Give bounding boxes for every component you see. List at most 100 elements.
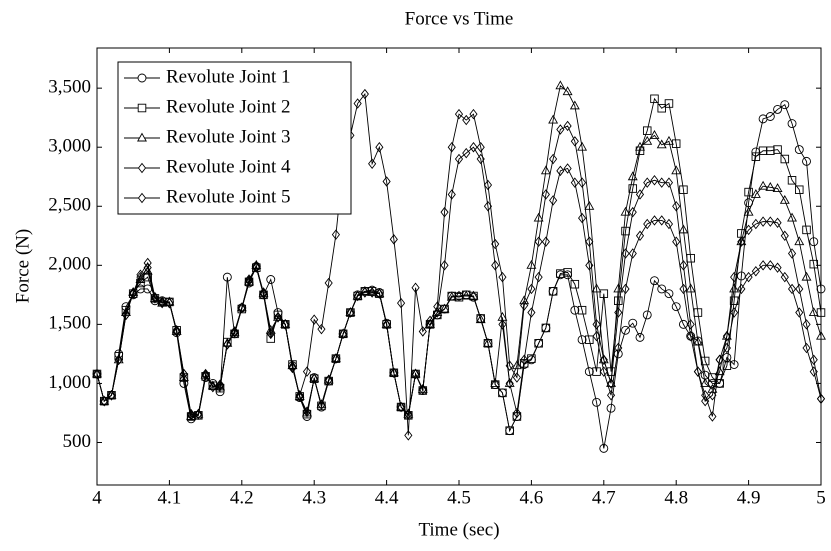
marker: [330, 353, 341, 363]
marker: [454, 290, 464, 300]
marker: [592, 319, 601, 330]
marker: [222, 272, 232, 282]
marker: [498, 319, 507, 330]
marker: [650, 94, 659, 104]
x-tick-label: 4: [92, 487, 102, 508]
marker: [223, 339, 232, 350]
marker: [259, 288, 268, 299]
marker: [736, 236, 747, 246]
marker: [613, 283, 624, 293]
marker: [794, 145, 804, 155]
marker: [107, 390, 116, 401]
marker: [541, 236, 550, 247]
marker: [527, 354, 536, 363]
marker: [686, 319, 695, 330]
marker: [556, 165, 565, 177]
marker: [744, 187, 753, 197]
marker: [540, 165, 551, 175]
marker: [801, 271, 812, 281]
marker: [577, 335, 587, 345]
marker: [635, 230, 645, 242]
legend-label: Revolute Joint 4: [166, 156, 291, 177]
marker: [621, 325, 630, 335]
marker: [534, 271, 543, 283]
marker: [404, 430, 413, 441]
marker: [772, 183, 783, 192]
marker: [692, 336, 703, 346]
marker: [137, 73, 147, 83]
marker: [787, 176, 797, 185]
marker: [563, 163, 572, 174]
marker: [302, 406, 312, 418]
marker: [635, 332, 645, 342]
marker: [650, 175, 659, 186]
marker: [671, 302, 681, 312]
marker: [462, 147, 471, 159]
marker: [158, 296, 167, 308]
marker: [317, 323, 326, 335]
marker: [237, 302, 246, 314]
marker: [751, 147, 761, 157]
marker: [577, 141, 588, 151]
marker: [316, 399, 327, 409]
marker: [721, 330, 732, 340]
marker: [614, 342, 623, 354]
marker: [158, 297, 167, 309]
marker: [802, 225, 811, 235]
marker: [679, 185, 688, 194]
y-tick-label: 1,000: [48, 372, 91, 393]
marker: [650, 215, 659, 226]
x-tick-label: 4.2: [230, 487, 254, 508]
marker: [324, 277, 333, 289]
x-tick-label: 4.1: [158, 487, 182, 508]
marker: [620, 206, 631, 216]
marker: [549, 153, 558, 165]
marker: [208, 381, 217, 393]
marker: [410, 368, 421, 378]
marker: [368, 287, 377, 298]
marker: [657, 103, 666, 113]
marker: [136, 269, 145, 281]
marker: [562, 86, 573, 96]
marker: [614, 307, 623, 318]
marker: [468, 290, 479, 300]
marker: [114, 354, 123, 366]
y-tick-label: 2,000: [48, 254, 91, 275]
marker: [548, 287, 558, 296]
marker: [345, 307, 356, 317]
marker: [802, 342, 811, 354]
x-axis-label: Time (sec): [418, 519, 499, 540]
marker: [795, 185, 804, 194]
marker: [129, 288, 138, 299]
marker: [259, 287, 268, 298]
marker: [701, 390, 710, 401]
marker: [715, 379, 724, 388]
marker: [331, 353, 340, 364]
y-tick-label: 2,500: [48, 195, 91, 216]
marker: [526, 259, 537, 269]
marker: [187, 408, 196, 420]
marker: [317, 399, 326, 410]
marker: [664, 177, 674, 188]
marker: [730, 271, 739, 283]
marker: [273, 311, 283, 321]
marker: [216, 380, 225, 392]
marker: [766, 216, 775, 227]
marker: [252, 261, 261, 272]
marker: [178, 372, 189, 381]
marker: [592, 397, 602, 407]
marker: [794, 236, 805, 246]
marker: [92, 368, 102, 378]
marker: [657, 284, 667, 294]
marker: [397, 401, 406, 413]
marker: [482, 337, 493, 347]
marker: [137, 103, 147, 113]
marker: [685, 283, 696, 293]
marker: [750, 189, 761, 198]
marker: [678, 224, 689, 234]
y-tick-label: 3,000: [48, 136, 91, 157]
marker: [808, 307, 819, 317]
marker: [520, 354, 529, 366]
marker: [650, 276, 659, 286]
marker: [99, 395, 110, 405]
